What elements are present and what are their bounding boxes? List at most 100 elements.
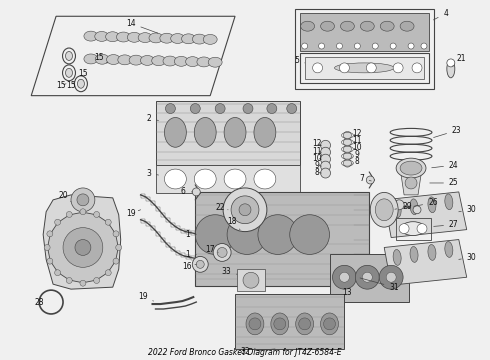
- Polygon shape: [234, 220, 243, 228]
- Circle shape: [105, 270, 111, 276]
- Text: 33: 33: [221, 267, 237, 276]
- Ellipse shape: [181, 34, 196, 44]
- Bar: [186, 255, 190, 259]
- Ellipse shape: [106, 32, 120, 42]
- Circle shape: [249, 318, 261, 330]
- Text: 9: 9: [314, 161, 321, 170]
- Circle shape: [113, 258, 119, 264]
- Circle shape: [243, 104, 253, 113]
- Circle shape: [399, 224, 409, 234]
- Bar: [300, 53, 429, 83]
- Circle shape: [412, 63, 422, 73]
- Ellipse shape: [152, 56, 166, 66]
- Text: 23: 23: [434, 126, 462, 138]
- Circle shape: [386, 272, 396, 282]
- Bar: [176, 251, 180, 255]
- Circle shape: [231, 196, 259, 224]
- Bar: [151, 201, 155, 205]
- Ellipse shape: [254, 169, 276, 189]
- Ellipse shape: [193, 34, 206, 44]
- Text: 17: 17: [205, 245, 218, 254]
- Circle shape: [80, 209, 86, 215]
- Circle shape: [343, 159, 351, 167]
- Ellipse shape: [447, 60, 455, 78]
- Text: 29: 29: [395, 202, 412, 211]
- Bar: [294, 9, 434, 89]
- Text: 15: 15: [78, 69, 88, 78]
- Circle shape: [447, 59, 455, 67]
- Circle shape: [223, 188, 267, 231]
- Bar: [196, 192, 369, 286]
- Ellipse shape: [410, 247, 418, 262]
- Text: 16: 16: [182, 262, 196, 271]
- Circle shape: [71, 188, 95, 212]
- Circle shape: [290, 215, 329, 255]
- Ellipse shape: [335, 63, 394, 73]
- Circle shape: [190, 104, 200, 113]
- Ellipse shape: [400, 21, 414, 31]
- Circle shape: [340, 272, 349, 282]
- Circle shape: [320, 147, 331, 157]
- Ellipse shape: [396, 158, 426, 178]
- Text: 10: 10: [352, 143, 362, 152]
- Text: 19: 19: [138, 292, 153, 301]
- Circle shape: [113, 231, 119, 237]
- Text: 26: 26: [414, 198, 438, 207]
- Text: 30: 30: [459, 205, 477, 214]
- Ellipse shape: [138, 33, 152, 42]
- Polygon shape: [246, 225, 252, 235]
- Bar: [186, 230, 190, 234]
- Bar: [161, 213, 165, 217]
- Ellipse shape: [428, 244, 436, 260]
- Ellipse shape: [341, 21, 354, 31]
- Text: 19: 19: [126, 209, 141, 218]
- Ellipse shape: [246, 313, 264, 335]
- Circle shape: [354, 43, 360, 49]
- Bar: [141, 194, 145, 198]
- Text: 31: 31: [360, 278, 399, 292]
- Circle shape: [63, 228, 103, 267]
- Bar: [396, 218, 431, 239]
- Ellipse shape: [174, 57, 188, 66]
- Circle shape: [393, 63, 403, 73]
- Ellipse shape: [95, 54, 109, 64]
- Circle shape: [372, 43, 378, 49]
- Ellipse shape: [141, 55, 154, 66]
- Ellipse shape: [254, 117, 276, 147]
- Circle shape: [54, 270, 61, 276]
- Ellipse shape: [203, 35, 217, 44]
- Bar: [191, 256, 195, 260]
- Ellipse shape: [66, 68, 73, 77]
- Polygon shape: [234, 225, 240, 235]
- Bar: [161, 238, 165, 242]
- Circle shape: [43, 294, 59, 310]
- Circle shape: [239, 204, 251, 216]
- Circle shape: [166, 104, 175, 113]
- Ellipse shape: [129, 55, 143, 65]
- Circle shape: [75, 239, 91, 255]
- Text: 1: 1: [185, 250, 196, 259]
- Ellipse shape: [445, 194, 453, 210]
- Text: 27: 27: [434, 220, 459, 229]
- Ellipse shape: [195, 169, 216, 189]
- Circle shape: [355, 265, 379, 289]
- Text: 32: 32: [240, 347, 275, 356]
- Text: 8: 8: [314, 167, 321, 176]
- Circle shape: [408, 43, 414, 49]
- Ellipse shape: [224, 169, 246, 189]
- Ellipse shape: [165, 117, 186, 147]
- Circle shape: [44, 244, 50, 251]
- Ellipse shape: [360, 21, 374, 31]
- Circle shape: [258, 215, 298, 255]
- Ellipse shape: [393, 202, 401, 218]
- Text: 3: 3: [146, 168, 158, 177]
- Circle shape: [66, 211, 72, 217]
- Ellipse shape: [197, 57, 211, 67]
- Circle shape: [320, 154, 331, 164]
- Bar: [305, 57, 424, 79]
- Circle shape: [323, 318, 336, 330]
- Ellipse shape: [160, 33, 174, 43]
- Circle shape: [48, 213, 118, 282]
- Circle shape: [313, 63, 322, 73]
- Bar: [171, 247, 175, 251]
